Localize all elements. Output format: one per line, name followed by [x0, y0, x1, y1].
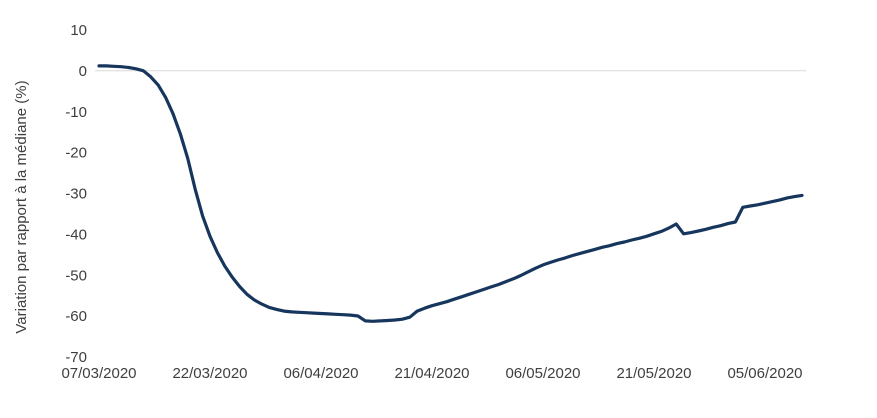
y-tick-label: -20 [65, 145, 87, 162]
x-tick-label: 21/04/2020 [394, 365, 469, 382]
y-tick-label: -50 [65, 267, 87, 284]
x-axis-tick-labels: 07/03/2020 22/03/2020 06/04/2020 21/04/2020… [61, 365, 802, 382]
x-tick-label: 05/06/2020 [727, 365, 802, 382]
y-tick-label: -10 [65, 104, 87, 121]
x-tick-label: 21/05/2020 [616, 365, 691, 382]
y-tick-label: 10 [70, 22, 87, 39]
x-tick-label: 07/03/2020 [61, 365, 136, 382]
y-tick-label: -40 [65, 226, 87, 243]
x-tick-label: 22/03/2020 [172, 365, 247, 382]
y-tick-label: -70 [65, 349, 87, 366]
x-tick-label: 06/04/2020 [283, 365, 358, 382]
y-axis-tick-labels: 10 0 -10 -20 -30 -40 -50 -60 -70 [65, 22, 87, 366]
y-tick-label: 0 [79, 63, 87, 80]
data-line-series [97, 64, 804, 323]
y-tick-label: -60 [65, 308, 87, 325]
x-tick-label: 06/05/2020 [505, 365, 580, 382]
y-axis-title: Variation par rapport à la médiane (%) [13, 80, 30, 333]
y-tick-label: -30 [65, 186, 87, 203]
